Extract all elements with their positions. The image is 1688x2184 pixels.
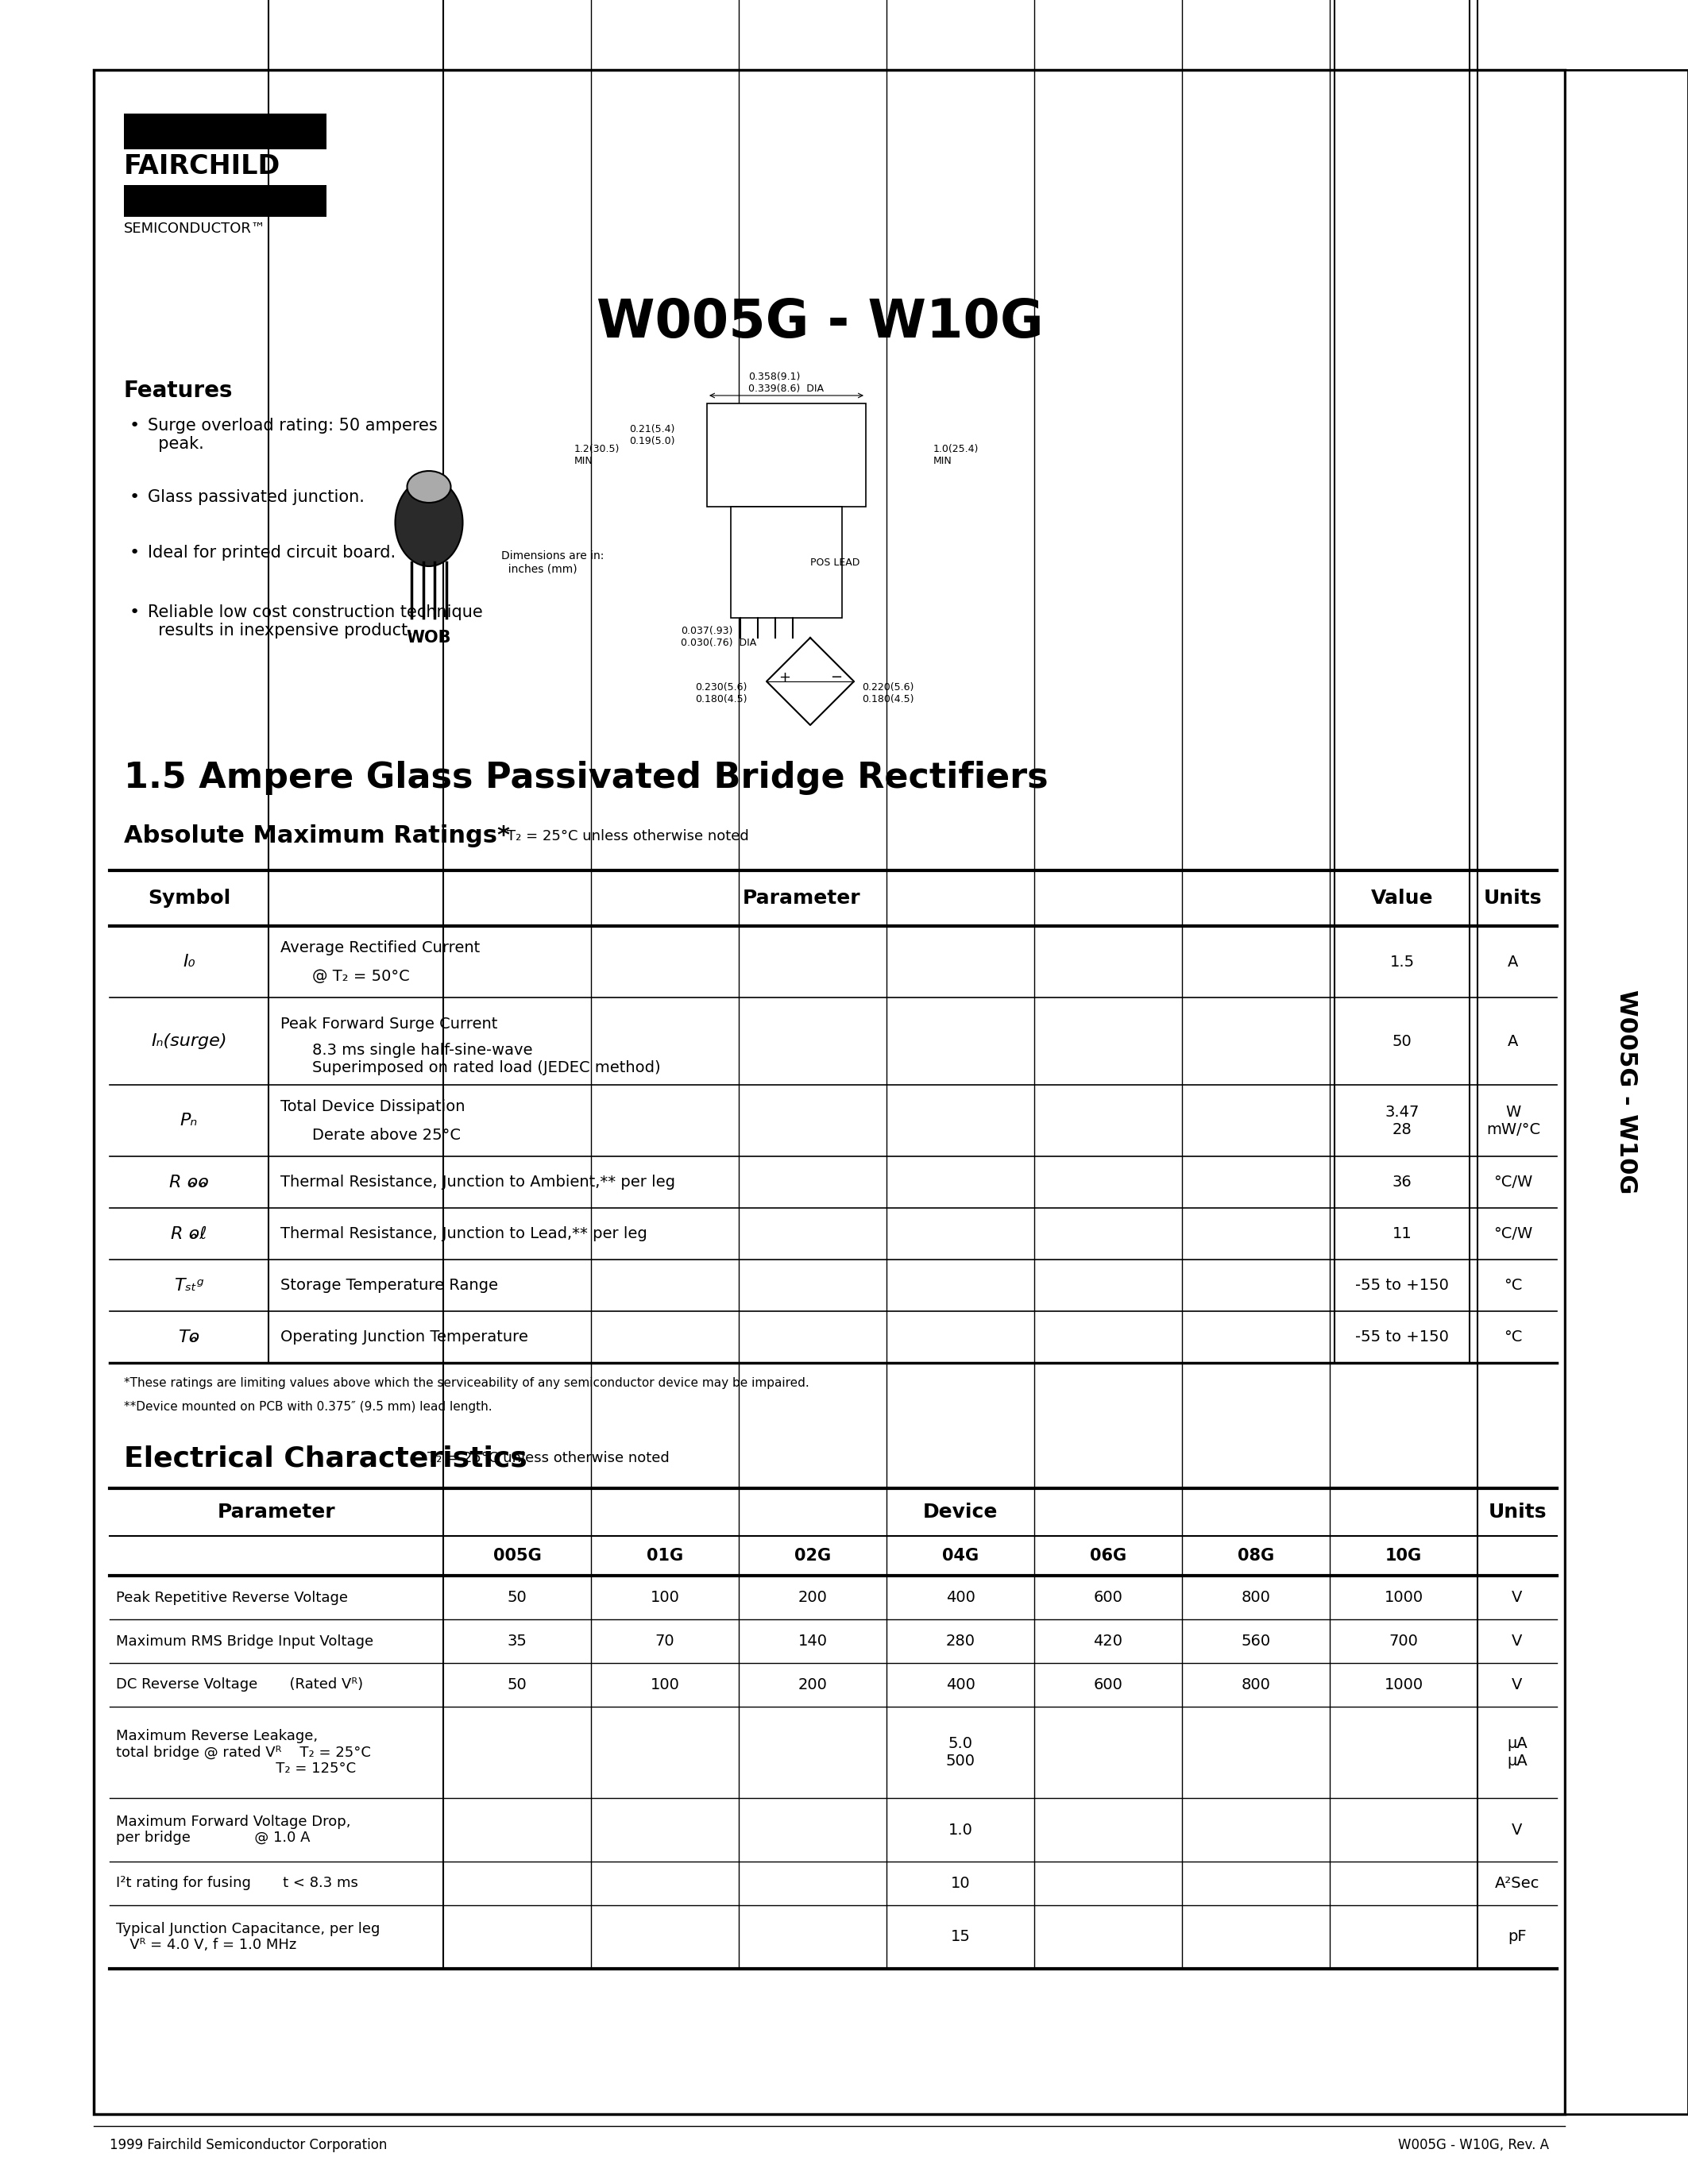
Text: 005G: 005G bbox=[493, 1548, 542, 1564]
Text: -55 to +150: -55 to +150 bbox=[1355, 1330, 1448, 1345]
Text: •: • bbox=[130, 417, 140, 435]
Text: T₂ = 25°C unless otherwise noted: T₂ = 25°C unless otherwise noted bbox=[427, 1450, 670, 1465]
Text: 560: 560 bbox=[1241, 1634, 1271, 1649]
Bar bbox=[1565, 70, 1688, 2114]
Text: Derate above 25°C: Derate above 25°C bbox=[312, 1127, 461, 1142]
Text: 01G: 01G bbox=[647, 1548, 684, 1564]
Text: DC Reverse Voltage       (Rated Vᴿ): DC Reverse Voltage (Rated Vᴿ) bbox=[116, 1677, 363, 1693]
Text: 280: 280 bbox=[945, 1634, 976, 1649]
Text: Maximum RMS Bridge Input Voltage: Maximum RMS Bridge Input Voltage bbox=[116, 1634, 373, 1649]
Bar bbox=[707, 404, 866, 507]
Text: 200: 200 bbox=[798, 1677, 827, 1693]
Text: R ⱺⱺ: R ⱺⱺ bbox=[169, 1175, 209, 1190]
Text: Maximum Forward Voltage Drop,
per bridge              @ 1.0 A: Maximum Forward Voltage Drop, per bridge… bbox=[116, 1815, 351, 1845]
Text: Tₛₜᵍ: Tₛₜᵍ bbox=[174, 1278, 204, 1293]
Text: 1.5: 1.5 bbox=[1389, 954, 1415, 970]
Text: 800: 800 bbox=[1241, 1590, 1271, 1605]
Text: 10: 10 bbox=[950, 1876, 971, 1891]
Text: pF: pF bbox=[1507, 1928, 1526, 1944]
Text: 200: 200 bbox=[798, 1590, 827, 1605]
Text: Electrical Characteristics: Electrical Characteristics bbox=[123, 1444, 527, 1472]
Text: 5.0
500: 5.0 500 bbox=[945, 1736, 976, 1769]
Text: 06G: 06G bbox=[1090, 1548, 1126, 1564]
Text: Ideal for printed circuit board.: Ideal for printed circuit board. bbox=[149, 544, 395, 561]
Text: 04G: 04G bbox=[942, 1548, 979, 1564]
Ellipse shape bbox=[395, 478, 463, 566]
Text: WOB: WOB bbox=[407, 629, 451, 646]
Text: •: • bbox=[130, 544, 140, 561]
Ellipse shape bbox=[407, 472, 451, 502]
Text: 0.358(9.1)
0.339(8.6)  DIA: 0.358(9.1) 0.339(8.6) DIA bbox=[749, 371, 824, 393]
Text: A: A bbox=[1507, 1033, 1519, 1048]
Text: Storage Temperature Range: Storage Temperature Range bbox=[280, 1278, 498, 1293]
Text: Thermal Resistance, Junction to Ambient,** per leg: Thermal Resistance, Junction to Ambient,… bbox=[280, 1175, 675, 1190]
Text: 600: 600 bbox=[1094, 1590, 1123, 1605]
Text: Absolute Maximum Ratings*: Absolute Maximum Ratings* bbox=[123, 823, 510, 847]
Text: Parameter: Parameter bbox=[218, 1503, 336, 1522]
Text: T₂ = 25°C unless otherwise noted: T₂ = 25°C unless otherwise noted bbox=[506, 830, 749, 843]
Text: Surge overload rating: 50 amperes
  peak.: Surge overload rating: 50 amperes peak. bbox=[149, 417, 437, 452]
Text: •: • bbox=[130, 489, 140, 505]
Text: V: V bbox=[1512, 1634, 1523, 1649]
Text: POS LEAD: POS LEAD bbox=[810, 557, 859, 568]
Text: Glass passivated junction.: Glass passivated junction. bbox=[149, 489, 365, 505]
Text: Parameter: Parameter bbox=[743, 889, 861, 909]
Text: Symbol: Symbol bbox=[147, 889, 231, 909]
Text: 400: 400 bbox=[945, 1677, 976, 1693]
Text: 1.0(25.4)
MIN: 1.0(25.4) MIN bbox=[933, 443, 979, 465]
Text: 420: 420 bbox=[1094, 1634, 1123, 1649]
Text: Average Rectified Current: Average Rectified Current bbox=[280, 939, 479, 954]
Text: FAIRCHILD: FAIRCHILD bbox=[123, 153, 280, 179]
Text: 08G: 08G bbox=[1237, 1548, 1274, 1564]
Text: Operating Junction Temperature: Operating Junction Temperature bbox=[280, 1330, 528, 1345]
Text: °C/W: °C/W bbox=[1494, 1175, 1533, 1190]
Text: 800: 800 bbox=[1241, 1677, 1271, 1693]
Text: W005G - W10G: W005G - W10G bbox=[598, 297, 1043, 349]
Text: 50: 50 bbox=[508, 1677, 527, 1693]
Text: 0.220(5.6)
0.180(4.5): 0.220(5.6) 0.180(4.5) bbox=[863, 681, 913, 705]
Text: A²Sec: A²Sec bbox=[1496, 1876, 1539, 1891]
Text: 3.47
28: 3.47 28 bbox=[1384, 1105, 1420, 1138]
Text: 8.3 ms single half-sine-wave
Superimposed on rated load (JEDEC method): 8.3 ms single half-sine-wave Superimpose… bbox=[312, 1042, 660, 1075]
Text: V: V bbox=[1512, 1677, 1523, 1693]
Text: W005G - W10G, Rev. A: W005G - W10G, Rev. A bbox=[1398, 2138, 1550, 2151]
Bar bbox=[123, 114, 326, 149]
Text: Value: Value bbox=[1371, 889, 1433, 909]
Text: 0.21(5.4)
0.19(5.0): 0.21(5.4) 0.19(5.0) bbox=[630, 424, 675, 446]
Text: Device: Device bbox=[923, 1503, 998, 1522]
Text: Typical Junction Capacitance, per leg
   Vᴿ = 4.0 V, f = 1.0 MHz: Typical Junction Capacitance, per leg Vᴿ… bbox=[116, 1922, 380, 1952]
Bar bbox=[123, 186, 326, 216]
Text: °C: °C bbox=[1504, 1330, 1523, 1345]
Text: 50: 50 bbox=[1393, 1033, 1411, 1048]
Text: •: • bbox=[130, 605, 140, 620]
Text: 50: 50 bbox=[508, 1590, 527, 1605]
Text: 600: 600 bbox=[1094, 1677, 1123, 1693]
Text: Units: Units bbox=[1489, 1503, 1546, 1522]
Text: Iₙ(surge): Iₙ(surge) bbox=[152, 1033, 226, 1048]
Text: 0.037(.93)
0.030(.76)  DIA: 0.037(.93) 0.030(.76) DIA bbox=[680, 627, 756, 649]
Text: 11: 11 bbox=[1393, 1225, 1411, 1241]
Text: 100: 100 bbox=[650, 1590, 680, 1605]
Text: °C/W: °C/W bbox=[1494, 1225, 1533, 1241]
Text: *These ratings are limiting values above which the serviceability of any semicon: *These ratings are limiting values above… bbox=[123, 1378, 809, 1389]
Text: Features: Features bbox=[123, 380, 233, 402]
Text: 35: 35 bbox=[506, 1634, 527, 1649]
Text: 70: 70 bbox=[655, 1634, 675, 1649]
Text: 15: 15 bbox=[950, 1928, 971, 1944]
Text: 10G: 10G bbox=[1386, 1548, 1421, 1564]
Text: 1.2(30.5)
MIN: 1.2(30.5) MIN bbox=[574, 443, 619, 465]
Text: 02G: 02G bbox=[795, 1548, 830, 1564]
Text: °C: °C bbox=[1504, 1278, 1523, 1293]
Text: Pₙ: Pₙ bbox=[181, 1112, 197, 1129]
Text: A: A bbox=[1507, 954, 1519, 970]
Text: W005G - W10G: W005G - W10G bbox=[1615, 989, 1637, 1195]
Text: Total Device Dissipation: Total Device Dissipation bbox=[280, 1099, 466, 1114]
Text: 1000: 1000 bbox=[1384, 1590, 1423, 1605]
Text: Tⱺ: Tⱺ bbox=[179, 1330, 199, 1345]
Text: +: + bbox=[778, 670, 790, 684]
Text: Peak Repetitive Reverse Voltage: Peak Repetitive Reverse Voltage bbox=[116, 1590, 348, 1605]
Text: V: V bbox=[1512, 1821, 1523, 1837]
Text: Maximum Reverse Leakage,
total bridge @ rated Vᴿ    T₂ = 25°C
                  : Maximum Reverse Leakage, total bridge @ … bbox=[116, 1730, 371, 1776]
Text: W
mW/°C: W mW/°C bbox=[1485, 1105, 1539, 1138]
Bar bbox=[95, 70, 1565, 2114]
